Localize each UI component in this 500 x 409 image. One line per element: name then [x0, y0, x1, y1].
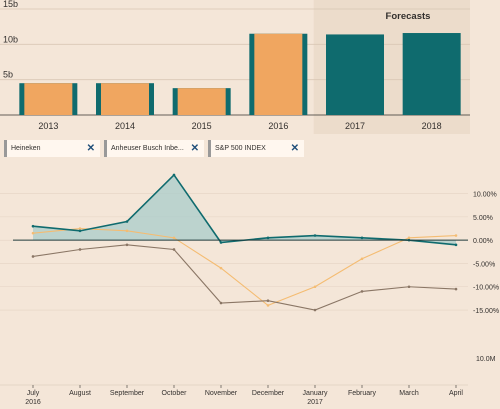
y-tick-label: -5.00% [473, 261, 495, 268]
series-line-2 [32, 227, 457, 306]
data-point [78, 229, 82, 233]
bar-fill [101, 83, 149, 115]
x-tick-label: January [303, 390, 328, 397]
bar-fill [177, 88, 226, 115]
y-tick-label: -10.00% [473, 285, 499, 292]
data-point [31, 224, 35, 228]
data-point [266, 299, 270, 303]
y-tick-label: 5.00% [473, 215, 493, 222]
data-point [172, 173, 176, 177]
legend-label: Heineken [11, 145, 41, 152]
x-year-label: 2016 [25, 399, 41, 406]
bar-2017 [326, 34, 384, 115]
data-point [78, 248, 82, 251]
legend-label: S&P 500 INDEX [215, 145, 266, 152]
x-tick-label: February [348, 390, 377, 397]
x-tick-label: December [252, 390, 285, 397]
data-point [360, 290, 364, 293]
bar-2013 [19, 83, 78, 115]
data-point [125, 243, 129, 247]
data-point [454, 234, 458, 237]
chart-legend: Heineken ✕ Anheuser Busch Inbe... ✕ S&P … [4, 140, 304, 158]
x-tick-label: October [162, 390, 188, 397]
data-point [407, 285, 411, 289]
data-point [360, 257, 364, 261]
x-tick-label: August [69, 390, 91, 397]
bar-2015 [172, 88, 231, 115]
legend-item-heineken[interactable]: Heineken ✕ [4, 140, 100, 157]
x-tick-label: 2013 [38, 121, 58, 131]
bar-2014 [96, 83, 154, 115]
data-point [360, 236, 364, 240]
bar-2016 [249, 33, 308, 115]
volume-label: 10.0M [476, 356, 496, 363]
y-tick-label: 0.00% [473, 238, 493, 245]
series-line-1 [32, 244, 457, 311]
x-tick-label: 2016 [268, 121, 288, 131]
data-point [313, 285, 317, 289]
performance-line-chart: 10.00% 5.00% 0.00% -5.00% -10.00% -15.00% 10.… [0, 173, 499, 406]
x-tick-label: July [27, 390, 40, 397]
y-tick-label: 15b [3, 0, 18, 9]
legend-label: Anheuser Busch Inbe... [111, 145, 184, 152]
x-tick-label: 2014 [115, 121, 135, 131]
data-point [219, 241, 223, 244]
legend-item-sp500[interactable]: S&P 500 INDEX ✕ [208, 140, 304, 157]
x-tick-label: 2018 [422, 121, 442, 131]
forecast-label: Forecasts [386, 11, 431, 22]
y-tick-label: 10b [3, 34, 18, 44]
data-point [219, 266, 223, 270]
data-point [313, 308, 317, 312]
data-point [266, 304, 270, 307]
x-tick-label: 2015 [192, 121, 212, 131]
bar-2018 [402, 33, 461, 115]
y-tick-label: -15.00% [473, 308, 499, 315]
x-tick-label: 2017 [345, 121, 365, 131]
x-year-label: 2017 [307, 399, 323, 406]
y-tick-label: 10.00% [473, 192, 497, 199]
remove-series-icon[interactable]: ✕ [290, 143, 299, 154]
annual-bar-chart: 2013 2014 2015 2016 2017 2018 5b 10b 15b Foreca… [0, 0, 470, 134]
bar-fill [254, 33, 303, 115]
data-point [266, 236, 270, 240]
data-point [78, 227, 82, 230]
remove-series-icon[interactable]: ✕ [190, 143, 199, 154]
data-point [454, 287, 458, 291]
data-point [219, 301, 223, 305]
data-point [407, 236, 411, 240]
x-tick-label: September [110, 390, 145, 397]
x-tick-label: March [399, 390, 419, 397]
data-point [31, 231, 35, 235]
y-tick-label: 5b [3, 70, 13, 80]
heineken-area [33, 174, 456, 245]
remove-series-icon[interactable]: ✕ [86, 143, 95, 154]
data-point [125, 220, 129, 223]
data-point [313, 234, 317, 237]
data-point [454, 243, 458, 247]
data-point [125, 229, 129, 233]
data-point [172, 248, 176, 251]
data-point [31, 255, 35, 258]
data-point [172, 236, 176, 240]
bar-fill [24, 83, 73, 115]
x-tick-label: April [449, 390, 463, 397]
legend-item-anheuser-busch[interactable]: Anheuser Busch Inbe... ✕ [104, 140, 204, 157]
x-tick-label: November [205, 390, 238, 397]
